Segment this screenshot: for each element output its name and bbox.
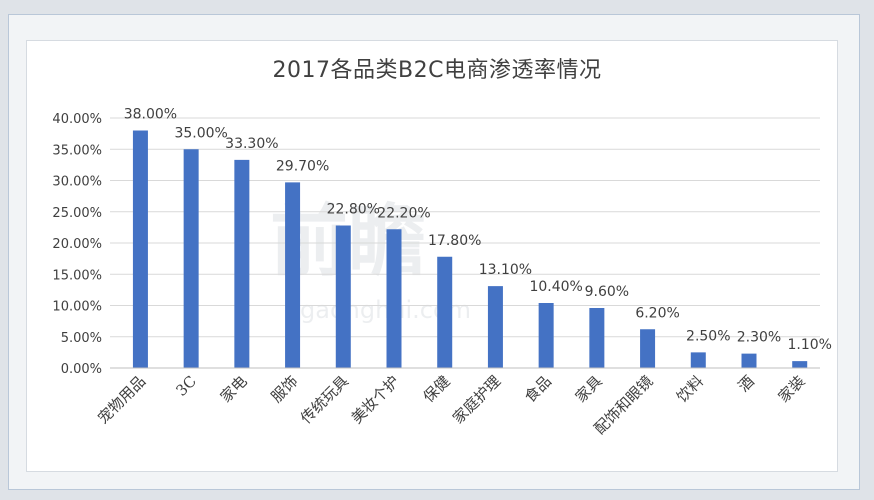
y-tick-label: 25.00% [52, 206, 102, 221]
y-tick-label: 30.00% [52, 175, 102, 190]
x-category-label: 3C [172, 372, 200, 400]
y-tick-label: 10.00% [52, 300, 102, 315]
bar-value-label: 22.80% [327, 202, 380, 218]
bar-value-label: 2.50% [686, 328, 730, 344]
bar-10 [589, 308, 605, 368]
bar-7 [437, 256, 453, 368]
bar-value-label: 29.70% [276, 158, 329, 174]
bar-value-label: 13.10% [479, 262, 532, 278]
y-tick-label: 20.00% [52, 237, 102, 252]
x-category-label: 家具 [572, 372, 606, 406]
bar-4 [285, 182, 301, 368]
x-category-label: 家电 [217, 372, 251, 406]
x-category-label: 家庭护理 [449, 372, 504, 427]
x-category-label: 传统玩具 [297, 372, 352, 427]
bar-12 [690, 352, 706, 368]
y-tick-label: 5.00% [61, 331, 102, 346]
y-tick-label: 35.00% [52, 143, 102, 158]
bar-1 [132, 130, 148, 368]
bar-9 [538, 303, 554, 368]
y-tick-label: 0.00% [61, 362, 102, 377]
x-category-label: 保健 [420, 372, 454, 406]
bar-11 [640, 329, 656, 368]
x-category-label: 宠物用品 [94, 372, 149, 427]
y-tick-label: 15.00% [52, 268, 102, 283]
x-category-label: 饮料 [673, 372, 707, 406]
bar-value-label: 2.30% [737, 330, 781, 346]
bar-value-label: 38.00% [124, 107, 177, 123]
chart-card [26, 40, 838, 472]
bar-value-label: 22.20% [377, 205, 430, 221]
bar-3 [234, 159, 250, 368]
bar-14 [792, 361, 808, 368]
bar-value-label: 35.00% [174, 125, 227, 141]
bar-value-label: 33.30% [225, 136, 278, 152]
bar-8 [487, 286, 503, 368]
bar-6 [386, 229, 402, 368]
chart-title: 2017各品类B2C电商渗透率情况 [272, 58, 602, 83]
bar-value-label: 6.20% [635, 305, 679, 321]
y-tick-label: 40.00% [52, 112, 102, 127]
bar-value-label: 10.40% [529, 279, 582, 295]
bar-value-label: 1.10% [787, 337, 831, 353]
bar-value-label: 17.80% [428, 233, 481, 249]
bar-value-label: 9.60% [585, 284, 629, 300]
x-category-label: 服饰 [267, 372, 301, 406]
bar-2 [183, 149, 199, 368]
bar-13 [741, 353, 757, 368]
x-category-label: 食品 [521, 372, 555, 406]
x-category-label: 酒 [734, 372, 757, 395]
x-category-label: 家装 [775, 372, 809, 406]
x-category-label: 美妆个护 [348, 372, 403, 427]
bar-5 [335, 225, 351, 368]
